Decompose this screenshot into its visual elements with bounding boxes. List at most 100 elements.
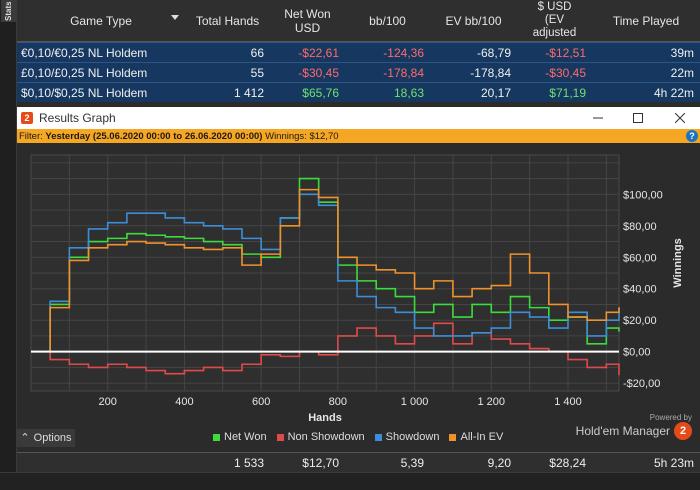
cell-game-type: £0,10/£0,25 NL Holdem: [21, 65, 148, 80]
window-titlebar[interactable]: 2 Results Graph: [17, 107, 700, 129]
maximize-icon[interactable]: [618, 107, 658, 129]
legend-swatch: [213, 433, 220, 441]
x-axis-label: Hands: [308, 412, 342, 423]
cell-ev-adjusted: -$30,45: [545, 65, 586, 80]
legend-item[interactable]: Non Showdown: [276, 431, 365, 443]
totals-row: 1 533 $12,70 5,39 9,20 $28,24 5h 23m: [17, 452, 700, 472]
window-title: Results Graph: [39, 111, 116, 125]
cell-bb100: 18,63: [393, 85, 424, 100]
legend-label: Showdown: [385, 431, 440, 443]
cell-game-type: €0,10/€0,25 NL Holdem: [21, 45, 148, 60]
y-tick-label: $0,00: [623, 347, 651, 359]
cell-time-played: 39m: [670, 45, 694, 60]
col-net-won-label-1: Net Won: [284, 6, 331, 21]
cell-net-won: -$30,45: [298, 65, 339, 80]
col-net-won-label-2: USD: [294, 20, 321, 35]
x-tick-label: 1 400: [554, 396, 582, 408]
chart-bottom-bar: ⌃ Options Net Won Non Showdown Showdown: [17, 413, 700, 450]
x-tick-label: 1 000: [401, 396, 429, 408]
cell-total-hands: 66: [250, 45, 264, 60]
x-tick-label: 200: [99, 396, 117, 408]
cell-net-won: $65,76: [302, 85, 339, 100]
x-tick-label: 400: [175, 396, 193, 408]
y-tick-label: $40,00: [623, 284, 657, 296]
legend-swatch: [276, 433, 284, 441]
x-tick-label: 1 200: [478, 396, 506, 408]
col-net-won[interactable]: Net Won USD: [270, 0, 345, 41]
table-row[interactable]: $0,10/$0,25 NL Holdem 1 412 $65,76 18,63…: [17, 82, 700, 102]
legend-item[interactable]: Showdown: [374, 431, 440, 443]
cell-ev-adjusted: -$12,51: [545, 45, 586, 60]
y-tick-label: $60,00: [623, 252, 657, 264]
footer-strip: [0, 472, 700, 490]
close-icon[interactable]: [660, 107, 700, 129]
cell-total-hands: 1 412: [233, 85, 264, 100]
sort-dropdown-icon[interactable]: [171, 15, 179, 20]
total-time-played: 5h 23m: [653, 455, 694, 470]
table-row[interactable]: €0,10/€0,25 NL Holdem 66 -$22,61 -124,36…: [17, 42, 700, 62]
col-bb100[interactable]: bb/100: [345, 0, 430, 41]
hm2-logo-icon: 2: [674, 422, 692, 440]
filter-bar[interactable]: Filter: Yesterday (25.06.2020 00:00 to 2…: [17, 129, 700, 143]
chevron-up-icon: ⌃: [20, 432, 30, 444]
legend-label: Net Won: [224, 431, 267, 443]
cell-bb100: -124,36: [383, 45, 424, 60]
filter-label: Filter:: [19, 130, 43, 142]
results-chart-svg: $100,00 $80,00 $60,00 $40,00 $20,00 $0,00 -$20…: [30, 154, 684, 424]
col-ev-adjusted[interactable]: $ USD (EV adjusted: [517, 0, 592, 41]
total-ev-adjusted: $28,24: [549, 455, 586, 470]
col-ev-bb100-label: EV bb/100: [445, 13, 502, 28]
y-axis-label: Winnings: [672, 238, 684, 287]
options-label: Options: [33, 431, 72, 444]
total-game-type: [17, 453, 185, 472]
col-time-played-label: Time Played: [612, 13, 680, 28]
cell-ev-bb100: -68,79: [476, 45, 511, 60]
minimize-icon[interactable]: [578, 107, 618, 129]
results-graph-window: 2 Results Graph Filter: Yesterday (25.06…: [17, 107, 700, 450]
col-time-played[interactable]: Time Played: [592, 0, 700, 41]
x-tick-label: 800: [329, 396, 347, 408]
legend-item[interactable]: Net Won: [213, 431, 267, 443]
cell-net-won: -$22,61: [298, 45, 339, 60]
table-header: Game Type Total Hands Net Won USD bb/100…: [17, 0, 700, 42]
stats-table: Game Type Total Hands Net Won USD bb/100…: [17, 0, 700, 102]
col-ev-bb100[interactable]: EV bb/100: [430, 0, 517, 41]
total-bb100: 5,39: [400, 455, 424, 470]
col-ev-adjusted-label-3: adjusted: [532, 27, 577, 39]
hm2-app-icon: 2: [21, 112, 33, 124]
cell-total-hands: 55: [250, 65, 264, 80]
legend-swatch: [449, 433, 457, 441]
total-net-won: $12,70: [302, 455, 339, 470]
cell-ev-adjusted: $71,19: [549, 85, 586, 100]
help-icon[interactable]: ?: [686, 130, 698, 142]
hm2-branding: Powered by Hold'em Manager 2: [576, 413, 692, 440]
y-tick-label: $20,00: [623, 315, 657, 327]
cell-time-played: 4h 22m: [653, 85, 694, 100]
x-tick-label: 600: [252, 396, 270, 408]
y-tick-label: $100,00: [623, 189, 663, 201]
cell-bb100: -178,84: [383, 65, 424, 80]
cell-ev-bb100: -178,84: [470, 65, 511, 80]
results-chart: $100,00 $80,00 $60,00 $40,00 $20,00 $0,00 -$20…: [17, 143, 700, 424]
table-row[interactable]: £0,10/£0,25 NL Holdem 55 -$30,45 -178,84…: [17, 62, 700, 82]
legend-item[interactable]: All-In EV: [449, 431, 503, 443]
close-glyph: [675, 113, 685, 123]
cell-game-type: $0,10/$0,25 NL Holdem: [21, 85, 148, 100]
y-tick-label: -$20,00: [623, 378, 660, 390]
options-button[interactable]: ⌃ Options: [17, 428, 75, 447]
col-game-type[interactable]: Game Type: [17, 0, 185, 41]
col-total-hands[interactable]: Total Hands: [185, 0, 270, 41]
col-bb100-label: bb/100: [369, 13, 406, 28]
cell-ev-bb100: 20,17: [480, 85, 511, 100]
series-line-non-showdown: [31, 322, 620, 376]
chart-legend: Net Won Non Showdown Showdown All-In EV: [213, 431, 503, 443]
minimize-glyph: [593, 117, 603, 119]
winnings-summary: Winnings: $12,70: [265, 130, 339, 142]
filter-value: Yesterday (25.06.2020 00:00 to 26.06.202…: [45, 130, 263, 142]
y-tick-label: $80,00: [623, 221, 657, 233]
col-ev-adjusted-label-2: (EV: [544, 14, 565, 26]
powered-by-label: Powered by: [649, 413, 692, 422]
stats-tab[interactable]: Stats: [1, 0, 16, 22]
legend-swatch: [374, 433, 382, 441]
